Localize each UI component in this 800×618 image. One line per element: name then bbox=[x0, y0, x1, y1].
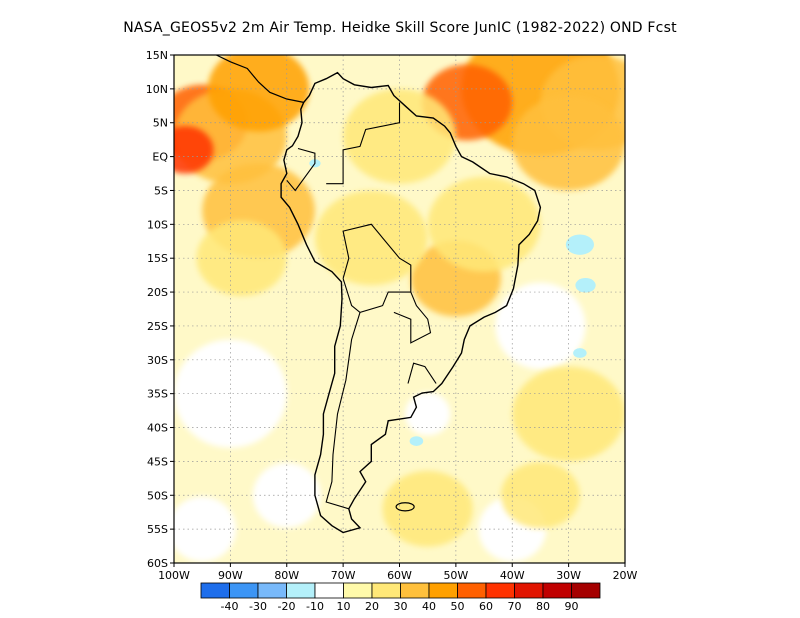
colorbar-label: 30 bbox=[394, 600, 408, 613]
latitude-label: 55S bbox=[147, 523, 168, 536]
colorbar-label: 60 bbox=[479, 600, 493, 613]
colorbar-label: 80 bbox=[536, 600, 550, 613]
skill-region bbox=[427, 176, 541, 272]
south-america-coastline bbox=[280, 71, 542, 534]
colorbar-swatch bbox=[314, 582, 344, 599]
longitude-label: 80W bbox=[274, 569, 299, 582]
no-skill-patch bbox=[495, 282, 586, 370]
latitude-label: EQ bbox=[152, 151, 168, 164]
skill-region bbox=[174, 126, 214, 174]
latitude-label: 5N bbox=[153, 117, 168, 130]
colorbar-label: -40 bbox=[221, 600, 239, 613]
colorbar-label: 20 bbox=[365, 600, 379, 613]
no-skill-patch bbox=[405, 392, 451, 436]
skill-region bbox=[314, 190, 428, 286]
plot-area bbox=[173, 54, 626, 564]
longitude-label: 30W bbox=[556, 569, 581, 582]
longitude-label: 70W bbox=[331, 569, 356, 582]
country-border bbox=[393, 291, 432, 344]
negative-skill-region bbox=[409, 436, 424, 446]
latitude-label: 30S bbox=[147, 354, 168, 367]
negative-skill-region bbox=[573, 348, 587, 358]
latitude-label: 45S bbox=[147, 455, 168, 468]
colorbar-swatch bbox=[571, 582, 601, 599]
map-title: NASA_GEOS5v2 2m Air Temp. Heidke Skill S… bbox=[123, 20, 677, 36]
latitude-labels: 15N 10N 5N EQ 5S 10S 15S 20S 25S 30S 35S 40S 45S 50S 5… bbox=[146, 49, 174, 570]
longitude-label: 100W bbox=[158, 569, 190, 582]
colorbar-label: 90 bbox=[565, 600, 579, 613]
skill-region bbox=[382, 470, 473, 547]
no-skill-patch bbox=[174, 496, 237, 562]
latitude-label: 10N bbox=[146, 83, 168, 96]
colorbar-swatch bbox=[457, 582, 487, 599]
longitude-label: 20W bbox=[613, 569, 638, 582]
colorbar-swatch bbox=[229, 582, 259, 599]
skill-region bbox=[512, 366, 625, 462]
colorbar-label: -10 bbox=[306, 600, 324, 613]
latitude-label: 20S bbox=[147, 286, 168, 299]
colorbar-label: 70 bbox=[508, 600, 522, 613]
colorbar-label: 10 bbox=[337, 600, 351, 613]
country-border bbox=[407, 362, 437, 384]
country-border bbox=[286, 147, 316, 192]
colorbar-swatch bbox=[542, 582, 572, 599]
colorbar: -40 -30 -20 -10 10 20 30 40 50 60 70 80 90 bbox=[200, 582, 601, 613]
latitude-label: 25S bbox=[147, 320, 168, 333]
falkland-islands bbox=[395, 502, 415, 512]
colorbar-swatch bbox=[428, 582, 458, 599]
latitude-label: 15N bbox=[146, 49, 168, 62]
negative-skill-region bbox=[565, 234, 594, 255]
skill-region bbox=[500, 462, 580, 529]
longitude-labels: 100W 90W 80W 70W 60W 50W 40W 30W 20W bbox=[158, 563, 638, 582]
latitude-label: 60S bbox=[147, 557, 168, 570]
colorbar-swatch bbox=[200, 582, 230, 599]
latitude-label: 10S bbox=[147, 218, 168, 231]
country-border bbox=[325, 312, 361, 510]
coastline-layer bbox=[216, 55, 542, 534]
longitude-label: 90W bbox=[218, 569, 243, 582]
colorbar-swatch bbox=[400, 582, 430, 599]
negative-skill-region bbox=[575, 277, 596, 293]
colorbar-label: 50 bbox=[451, 600, 465, 613]
country-border bbox=[342, 223, 412, 314]
colorbar-swatch bbox=[343, 582, 373, 599]
colorbar-label: -30 bbox=[249, 600, 267, 613]
colorbar-swatch bbox=[257, 582, 287, 599]
colorbar-swatch bbox=[286, 582, 316, 599]
central-america-coastline bbox=[216, 55, 304, 103]
latitude-label: 35S bbox=[147, 388, 168, 401]
colorbar-swatch bbox=[371, 582, 401, 599]
longitude-label: 60W bbox=[387, 569, 412, 582]
skill-region bbox=[512, 95, 625, 191]
colorbar-label: 40 bbox=[422, 600, 436, 613]
country-border bbox=[326, 102, 401, 185]
latitude-label: 50S bbox=[147, 489, 168, 502]
skill-region bbox=[207, 55, 310, 132]
colorbar-label: -20 bbox=[278, 600, 296, 613]
longitude-label: 40W bbox=[500, 569, 525, 582]
colorbar-swatch bbox=[514, 582, 544, 599]
latitude-label: 40S bbox=[147, 422, 168, 435]
longitude-label: 50W bbox=[443, 569, 468, 582]
colorbar-swatch bbox=[485, 582, 515, 599]
latitude-label: 15S bbox=[147, 252, 168, 265]
skill-fill-layer bbox=[174, 55, 625, 562]
latitude-label: 5S bbox=[154, 184, 168, 197]
